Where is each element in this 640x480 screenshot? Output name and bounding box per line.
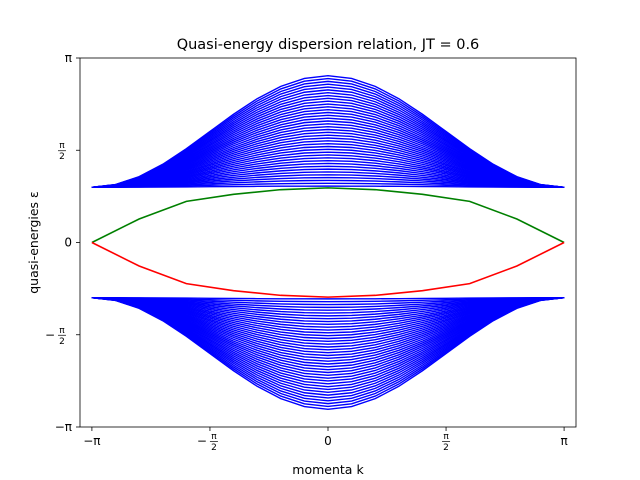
- x-tick-label: − π 2: [197, 432, 217, 453]
- bulk-band-line: [91, 185, 565, 189]
- plot-frame: [79, 57, 577, 428]
- edge-states: [91, 187, 565, 298]
- bulk-band-line: [91, 297, 565, 326]
- x-axis-label: momenta k: [292, 462, 364, 477]
- bulk-band-line: [91, 176, 565, 188]
- y-tick-label: −π: [55, 420, 72, 434]
- bulk-band-line: [91, 174, 565, 188]
- bulk-band-line: [91, 297, 565, 306]
- bulk-band-line: [91, 168, 565, 188]
- bulk-band-line: [91, 297, 565, 328]
- y-axis-label: quasi-energies ε: [26, 191, 41, 294]
- bulk-band-line: [91, 297, 565, 320]
- x-tick-label: π: [560, 434, 567, 448]
- bulk-band-line: [91, 297, 565, 309]
- x-axis-ticks: −π − π 2 0 π 2 π: [83, 427, 568, 453]
- edge-state-lower-line: [91, 241, 565, 298]
- chart-title: Quasi-energy dispersion relation, JT = 0…: [177, 37, 480, 53]
- x-tick-label: −π: [83, 434, 100, 448]
- bulk-band-line: [91, 171, 565, 188]
- bulk-band-line: [91, 159, 565, 188]
- bulk-band-line: [91, 297, 565, 323]
- bulk-band-line: [91, 297, 565, 314]
- bulk-band-line: [91, 165, 565, 188]
- bulk-band-line: [91, 75, 565, 188]
- bulk-band-line: [91, 182, 565, 188]
- bulk-band-line: [91, 157, 565, 188]
- bulk-band-line: [91, 297, 565, 311]
- bulk-band-line: [91, 297, 565, 317]
- bulk-band-line: [91, 162, 565, 188]
- bulk-band-line: [91, 179, 565, 188]
- bulk-bands: [91, 75, 565, 410]
- bulk-band-line: [91, 297, 565, 303]
- x-tick-label: 0: [324, 434, 332, 448]
- bulk-band-line: [91, 297, 565, 300]
- y-tick-label: π: [65, 51, 72, 65]
- y-axis-ticks: −π − π 2 0 π 2 π: [45, 51, 80, 434]
- y-tick-label: − π 2: [45, 326, 65, 347]
- bulk-band-line: [91, 297, 565, 410]
- edge-state-upper-line: [91, 187, 565, 244]
- y-tick-label: 0: [64, 236, 72, 250]
